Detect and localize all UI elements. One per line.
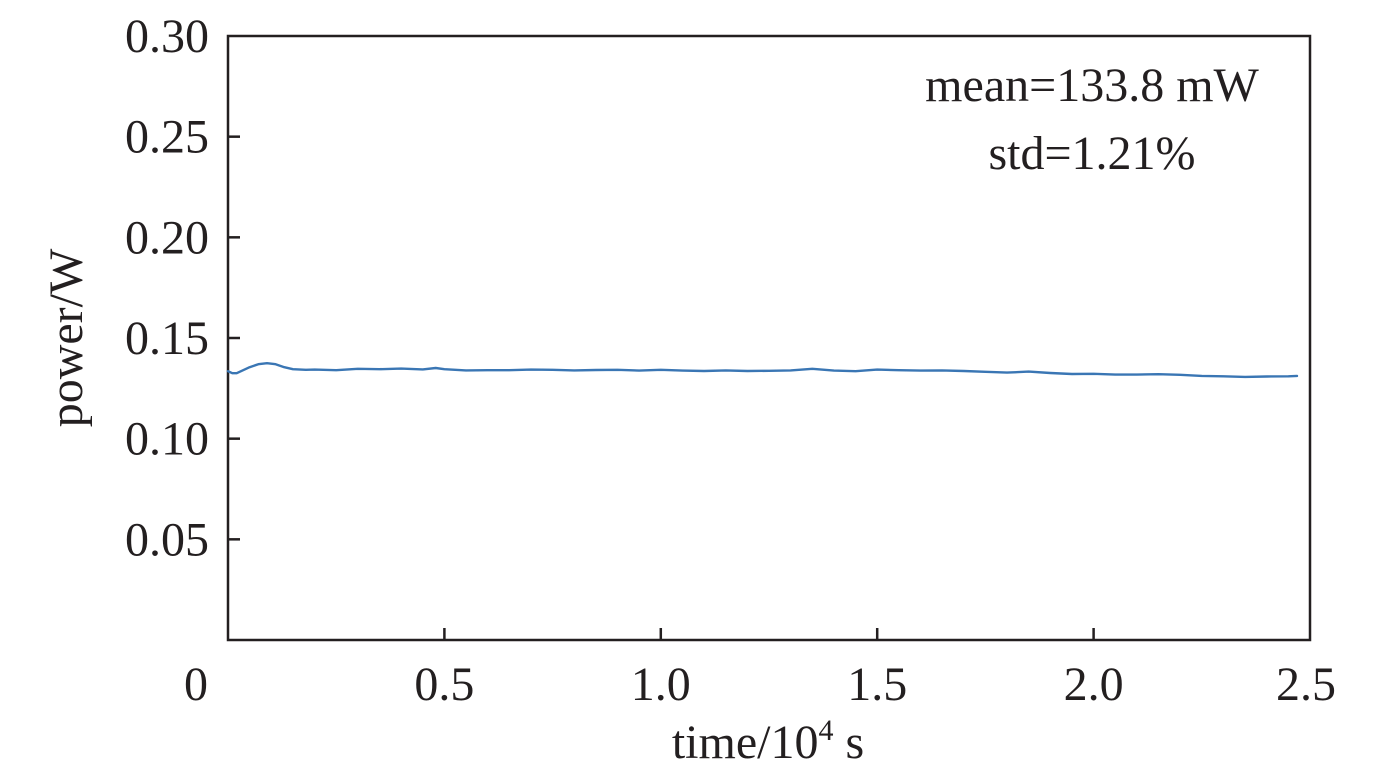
x-axis-label: time/104 s <box>672 714 864 769</box>
y-tick-label: 0.10 <box>125 413 209 466</box>
x-tick-label: 1.5 <box>847 658 907 711</box>
x-tick-label: 0 <box>184 658 208 711</box>
power-series-line <box>226 362 1299 379</box>
x-tick-label: 2.0 <box>1064 658 1124 711</box>
x-tick-label: 2.5 <box>1276 658 1336 711</box>
y-axis-label: power/W <box>40 248 93 427</box>
x-axis-label-suffix: s <box>833 716 864 769</box>
x-axis-label-prefix: time/10 <box>672 716 819 769</box>
annotation-std: std=1.21% <box>988 127 1195 180</box>
y-axis-ticks: 0.05 0.10 0.15 0.20 0.25 0.30 <box>125 10 240 566</box>
y-tick-label: 0.15 <box>125 312 209 365</box>
y-tick-label: 0.25 <box>125 111 209 164</box>
x-tick-label: 0.5 <box>414 658 474 711</box>
y-tick-label: 0.20 <box>125 211 209 264</box>
x-axis-ticks: 0 0.5 1.0 1.5 2.0 2.5 <box>184 628 1336 711</box>
y-tick-label: 0.05 <box>125 513 209 566</box>
x-tick-label: 1.0 <box>631 658 691 711</box>
y-tick-label: 0.30 <box>125 10 209 63</box>
annotation-mean: mean=133.8 mW <box>925 59 1259 112</box>
x-axis-label-superscript: 4 <box>818 714 833 747</box>
